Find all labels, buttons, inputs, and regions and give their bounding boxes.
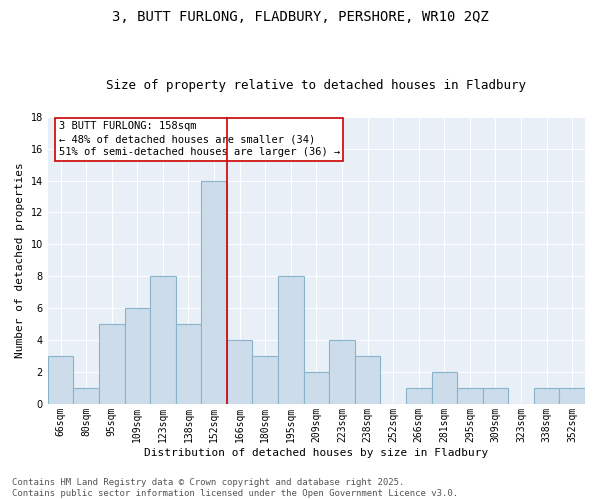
Bar — [431, 372, 457, 404]
Bar — [482, 388, 508, 404]
Bar — [125, 308, 150, 404]
Text: 3, BUTT FURLONG, FLADBURY, PERSHORE, WR10 2QZ: 3, BUTT FURLONG, FLADBURY, PERSHORE, WR1… — [112, 10, 488, 24]
Bar — [406, 388, 431, 404]
Bar — [304, 372, 329, 404]
Text: Contains HM Land Registry data © Crown copyright and database right 2025.
Contai: Contains HM Land Registry data © Crown c… — [12, 478, 458, 498]
Bar — [253, 356, 278, 404]
Title: Size of property relative to detached houses in Fladbury: Size of property relative to detached ho… — [106, 79, 526, 92]
X-axis label: Distribution of detached houses by size in Fladbury: Distribution of detached houses by size … — [144, 448, 488, 458]
Bar — [278, 276, 304, 404]
Bar — [227, 340, 253, 404]
Bar — [559, 388, 585, 404]
Bar — [201, 180, 227, 404]
Bar — [176, 324, 201, 404]
Text: 3 BUTT FURLONG: 158sqm
← 48% of detached houses are smaller (34)
51% of semi-det: 3 BUTT FURLONG: 158sqm ← 48% of detached… — [59, 121, 340, 158]
Bar — [48, 356, 73, 404]
Bar — [355, 356, 380, 404]
Bar — [329, 340, 355, 404]
Bar — [73, 388, 99, 404]
Bar — [99, 324, 125, 404]
Y-axis label: Number of detached properties: Number of detached properties — [15, 162, 25, 358]
Bar — [457, 388, 482, 404]
Bar — [150, 276, 176, 404]
Bar — [534, 388, 559, 404]
